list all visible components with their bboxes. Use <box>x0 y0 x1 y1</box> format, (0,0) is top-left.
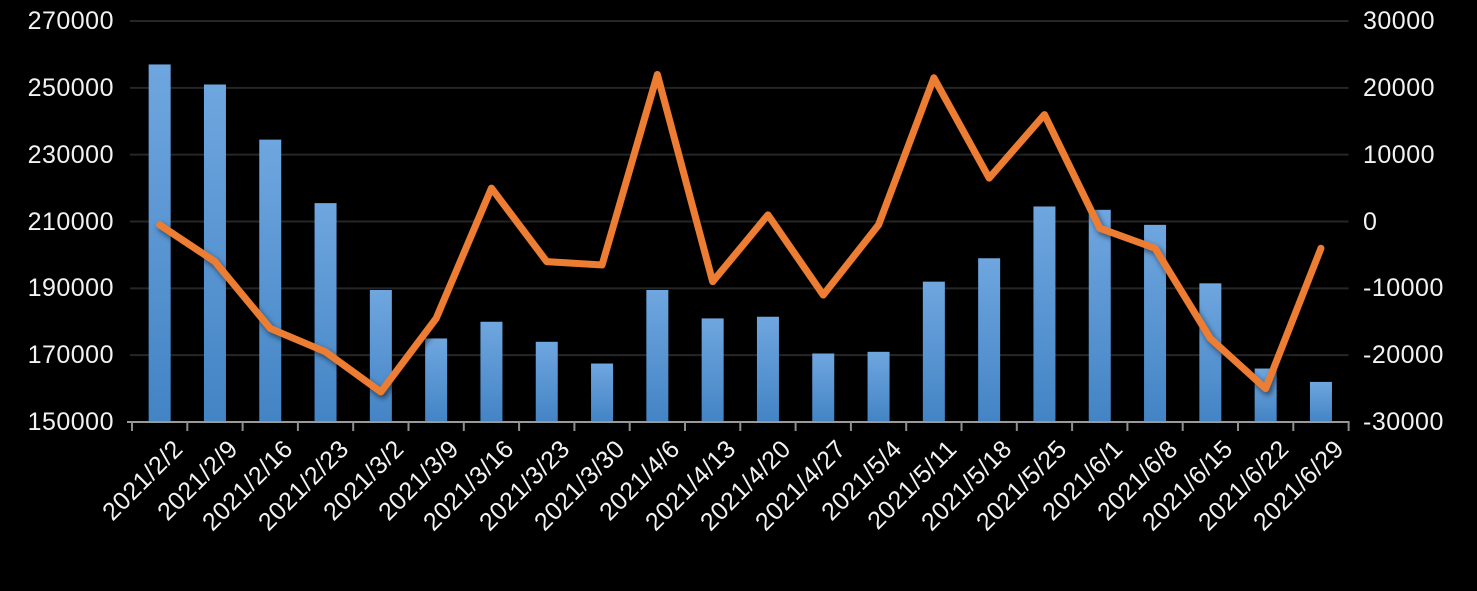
bar-2021/5/18 <box>978 258 1001 422</box>
bar-2021/3/23 <box>535 341 558 422</box>
y-axis-left-label: 170000 <box>27 341 114 370</box>
y-axis-right-label: -30000 <box>1363 408 1444 436</box>
bar-2021/3/16 <box>480 321 503 422</box>
bar-2021/2/2 <box>148 64 171 423</box>
bar-2021/3/30 <box>591 363 614 422</box>
bar-2021/2/16 <box>259 139 282 423</box>
line-series <box>156 70 1325 396</box>
bar-2021/4/20 <box>756 316 779 422</box>
bar-2021/4/27 <box>812 353 835 422</box>
y-axis-right-label: 0 <box>1363 207 1378 236</box>
y-axis-left-label: 270000 <box>27 7 114 35</box>
bar-2021/6/15 <box>1199 283 1222 422</box>
y-axis-right-label: -10000 <box>1363 274 1444 303</box>
bar-2021/3/2 <box>369 290 392 422</box>
bar-2021/3/9 <box>425 338 448 422</box>
y-axis-right-label: 20000 <box>1363 73 1436 102</box>
y-axis-left-label: 190000 <box>27 274 114 303</box>
bar-2021/2/9 <box>203 84 226 422</box>
y-axis-right-label: 10000 <box>1363 140 1436 169</box>
bar-2021/5/4 <box>867 351 890 422</box>
y-axis-right-label: 30000 <box>1363 7 1436 35</box>
bar-2021/6/1 <box>1088 209 1111 422</box>
bar-2021/4/13 <box>701 318 724 422</box>
y-axis-left-label: 250000 <box>27 73 114 102</box>
bar-2021/2/23 <box>314 203 337 422</box>
bar-2021/6/29 <box>1309 381 1332 422</box>
y-axis-right-label: -20000 <box>1363 341 1444 370</box>
bar-2021/5/25 <box>1033 206 1056 422</box>
y-axis-left-label: 150000 <box>27 408 114 436</box>
bar-2021/5/11 <box>922 281 945 422</box>
y-axis-left-label: 230000 <box>27 140 114 169</box>
bar-2021/4/6 <box>646 290 669 422</box>
bar-2021/6/8 <box>1144 224 1167 422</box>
y-axis-left-label: 210000 <box>27 207 114 236</box>
